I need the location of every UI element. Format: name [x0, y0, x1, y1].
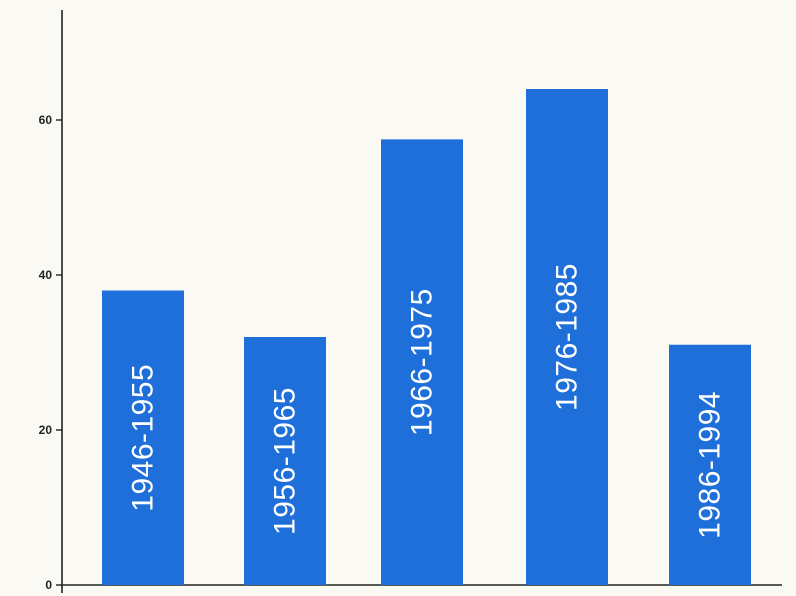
bar [526, 89, 608, 585]
bar-category-label: 1946-1955 [127, 364, 160, 512]
bar-category-label: 1976-1985 [551, 263, 584, 411]
bar [102, 290, 184, 585]
bar-category-label: 1966-1975 [406, 288, 439, 436]
bar [669, 344, 751, 585]
bar [244, 337, 326, 585]
bar-category-label: 1956-1965 [269, 387, 302, 535]
bar-category-label: 1986-1994 [694, 391, 727, 539]
y-tick-label: 20 [39, 423, 53, 437]
bars: 1946-1955 1956-1965 1966-1975 1976-1985 1986… [102, 89, 751, 585]
y-tick-label: 40 [39, 268, 53, 282]
y-tick-label: 0 [45, 578, 52, 592]
y-ticks: 0 20 40 60 [39, 113, 62, 592]
bar [381, 139, 463, 585]
y-tick-label: 60 [39, 113, 53, 127]
